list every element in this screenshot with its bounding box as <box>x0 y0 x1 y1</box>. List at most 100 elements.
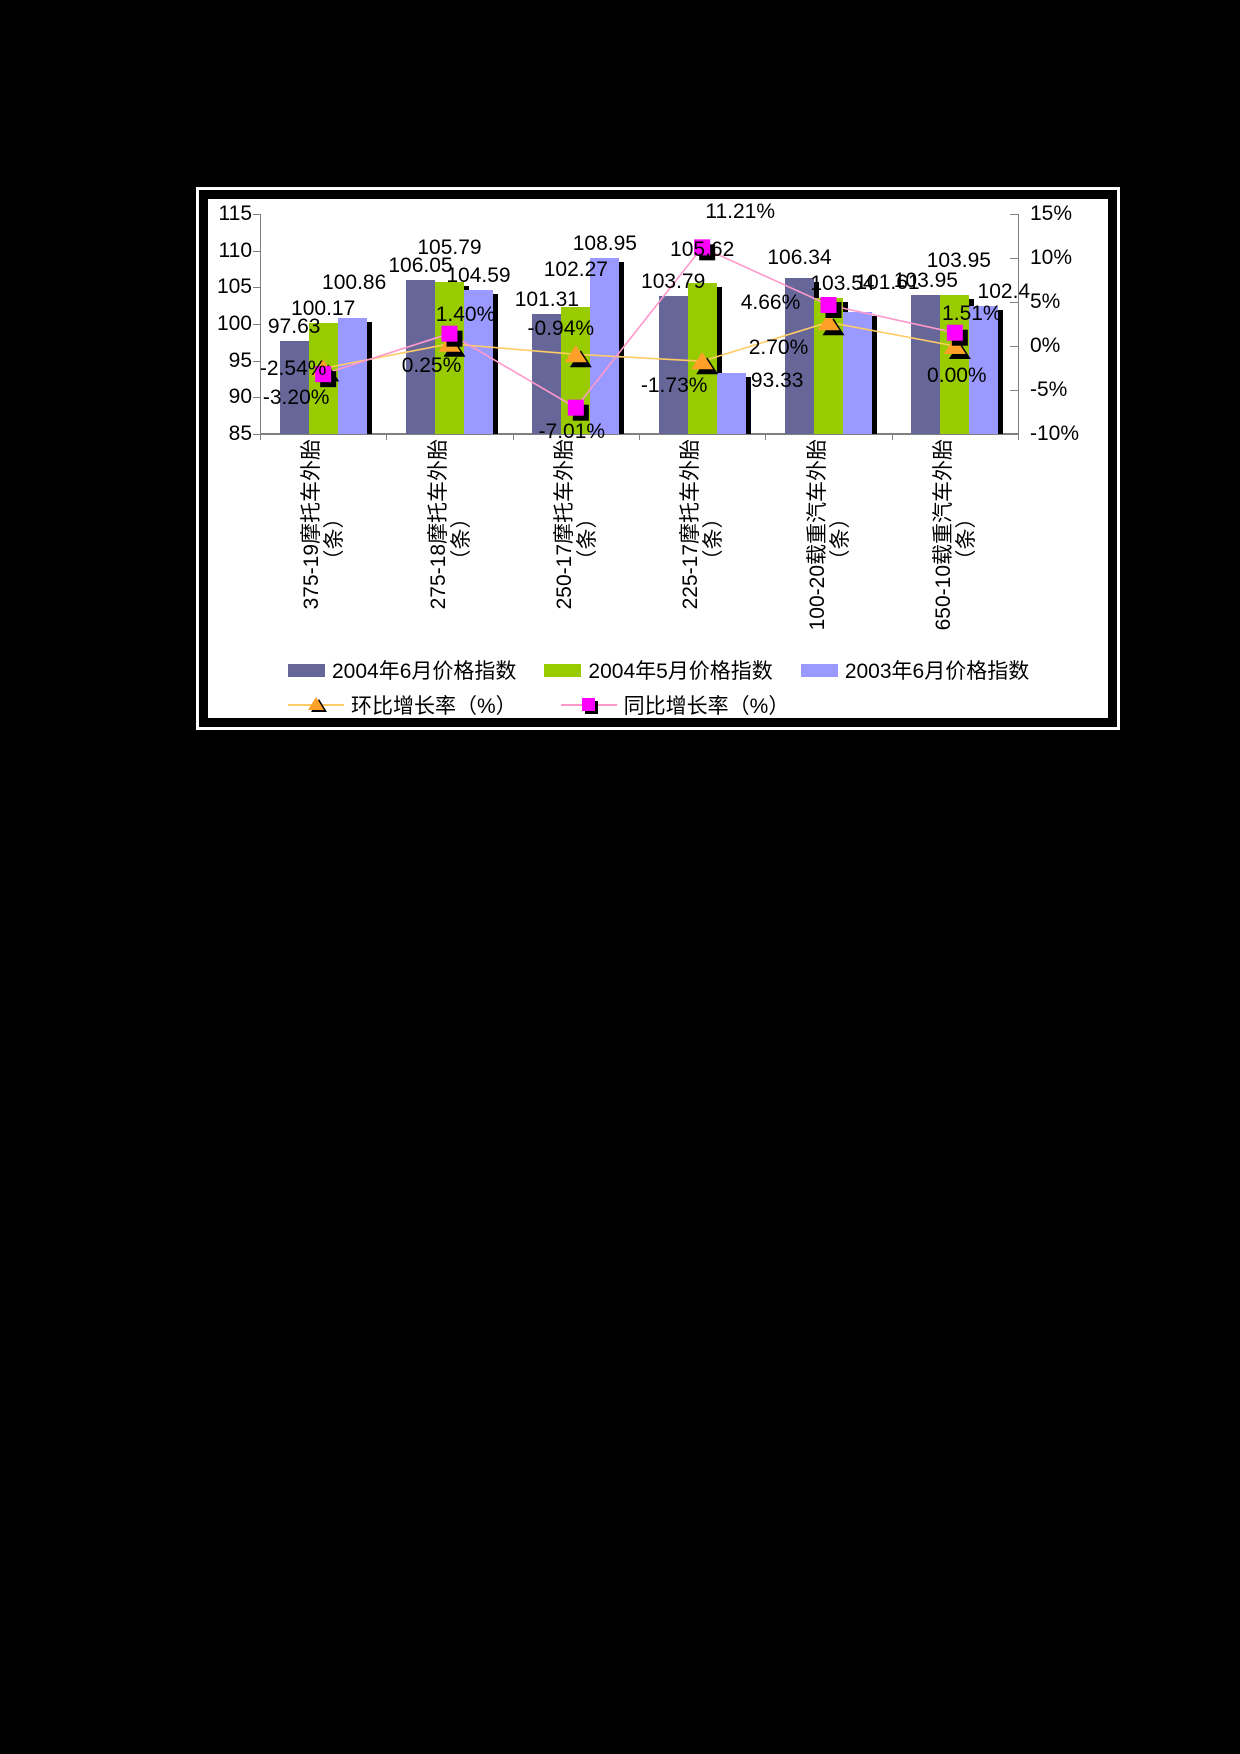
left-axis-tick <box>253 360 260 362</box>
left-axis-tick-label: 100 <box>216 312 252 335</box>
price-bar <box>969 306 999 434</box>
right-axis-line <box>1018 214 1019 434</box>
bar-swatch-icon <box>544 663 582 677</box>
growth-value-label: 4.66% <box>740 290 801 314</box>
category-axis-tick <box>639 434 640 440</box>
growth-value-label: 2.70% <box>748 336 809 360</box>
price-bar <box>785 277 814 434</box>
growth-value-label: -2.54% <box>259 357 327 381</box>
left-axis-tick <box>253 287 260 289</box>
bar-value-label: 102.4 <box>977 280 1031 304</box>
right-axis-tick <box>1010 214 1018 215</box>
price-bar <box>464 290 493 434</box>
square-marker <box>567 399 584 416</box>
category-label: 375-19摩托车外胎 （条） <box>300 439 346 639</box>
category-label-text: 650-10载重汽车外胎 <box>931 439 955 631</box>
legend-item: 2004年6月价格指数 <box>288 655 516 685</box>
price-bar <box>716 372 746 434</box>
bar-value-label: 103.95 <box>893 269 958 293</box>
category-label-unit: （条） <box>702 507 726 571</box>
right-axis-tick <box>1010 302 1018 303</box>
growth-value-label: 0.25% <box>401 353 462 377</box>
left-axis-tick <box>253 214 260 215</box>
growth-value-label: -7.01% <box>538 419 606 443</box>
bar-value-label: 103.95 <box>926 249 991 273</box>
square-growth-line <box>322 246 956 409</box>
price-bar <box>532 314 562 434</box>
bar-value-label: 105.62 <box>670 237 735 261</box>
bar-value-label: 105.79 <box>417 235 482 259</box>
growth-value-label: 1.51% <box>942 301 1002 325</box>
right-axis-tick-label: 5% <box>1030 290 1061 313</box>
legend-label: 2004年6月价格指数 <box>332 660 517 683</box>
category-axis-tick <box>765 434 767 440</box>
bar-value-label: 101.31 <box>514 288 579 312</box>
left-axis-tick <box>253 434 260 435</box>
left-axis-line <box>260 214 261 434</box>
left-axis-tick <box>253 250 260 252</box>
category-label-text: 275-18摩托车外胎 <box>426 439 450 610</box>
growth-value-label: -1.73% <box>640 374 708 398</box>
bar-value-label: 104.59 <box>446 264 511 288</box>
price-bar <box>940 295 970 434</box>
bar-swatch-icon <box>800 663 838 677</box>
legend-row-lines: 环比增长率（%） 同比增长率（%） <box>288 690 1068 720</box>
category-label-unit: （条） <box>828 507 852 571</box>
category-label-unit: （条） <box>449 507 473 571</box>
left-axis-tick-label: 110 <box>218 238 252 262</box>
right-axis-tick-label: 10% <box>1030 246 1073 269</box>
price-bar <box>843 312 872 434</box>
legend-label: 环比增长率（%） <box>351 695 517 718</box>
price-bar <box>911 295 941 434</box>
right-axis-tick <box>1010 434 1018 435</box>
triangle-marker <box>691 352 714 370</box>
price-bar <box>435 281 464 434</box>
price-bar <box>279 341 309 434</box>
bar-value-label: 108.95 <box>572 232 637 256</box>
triangle-marker <box>564 345 587 363</box>
legend-label: 2003年6月价格指数 <box>844 660 1030 683</box>
bar-value-label: 100.86 <box>322 270 387 294</box>
triangle-marker <box>817 313 840 331</box>
growth-value-label: 0.00% <box>927 364 987 387</box>
category-label: 250-17摩托车外胎 （条） <box>553 439 599 639</box>
square-marker <box>694 239 711 256</box>
price-bar <box>590 258 620 434</box>
square-marker <box>820 296 837 313</box>
legend-item: 2003年6月价格指数 <box>800 655 1030 685</box>
price-bar <box>658 296 688 434</box>
legend-row-bars: 2004年6月价格指数 2004年5月价格指数 2003年6月价格指数 <box>288 655 1068 685</box>
bar-value-label: 101.61 <box>855 271 920 295</box>
left-axis-tick-label: 85 <box>228 422 252 445</box>
category-label-text: 375-19摩托车外胎 <box>300 439 324 610</box>
growth-value-label: -3.20% <box>262 386 330 410</box>
category-axis-tick <box>1018 434 1019 440</box>
square-marker <box>441 325 458 342</box>
left-axis-tick <box>253 324 260 325</box>
category-label-unit: （条） <box>323 507 347 571</box>
category-axis-tick <box>260 434 261 440</box>
bar-swatch-icon <box>288 663 325 677</box>
growth-value-label: 1.40% <box>435 302 496 326</box>
left-axis-tick-label: 90 <box>228 385 252 409</box>
square-marker <box>946 324 963 341</box>
bar-value-label: 103.54 <box>810 272 875 296</box>
right-axis-tick-label: -10% <box>1030 422 1080 445</box>
growth-value-label: -0.94% <box>527 317 595 341</box>
legend-label: 2004年5月价格指数 <box>588 660 773 683</box>
legend-item: 同比增长率（%） <box>560 690 790 720</box>
category-label-text: 100-20载重汽车外胎 <box>805 439 829 631</box>
legend-label: 同比增长率（%） <box>623 695 790 718</box>
category-label-text: 225-17摩托车外胎 <box>679 439 703 610</box>
growth-value-label: 11.21% <box>705 200 775 224</box>
chart-plot-container: 2004年6月价格指数 2004年5月价格指数 2003年6月价格指数 环比增长… <box>208 199 1108 718</box>
legend-item: 2004年5月价格指数 <box>544 655 773 685</box>
category-label-unit: （条） <box>954 507 978 571</box>
category-axis-tick <box>386 434 388 440</box>
triangle-marker-icon <box>288 694 344 716</box>
right-axis-tick <box>1010 346 1018 347</box>
price-bar <box>337 317 367 434</box>
legend: 2004年6月价格指数 2004年5月价格指数 2003年6月价格指数 环比增长… <box>288 655 1068 725</box>
left-axis-tick-label: 115 <box>218 202 252 225</box>
